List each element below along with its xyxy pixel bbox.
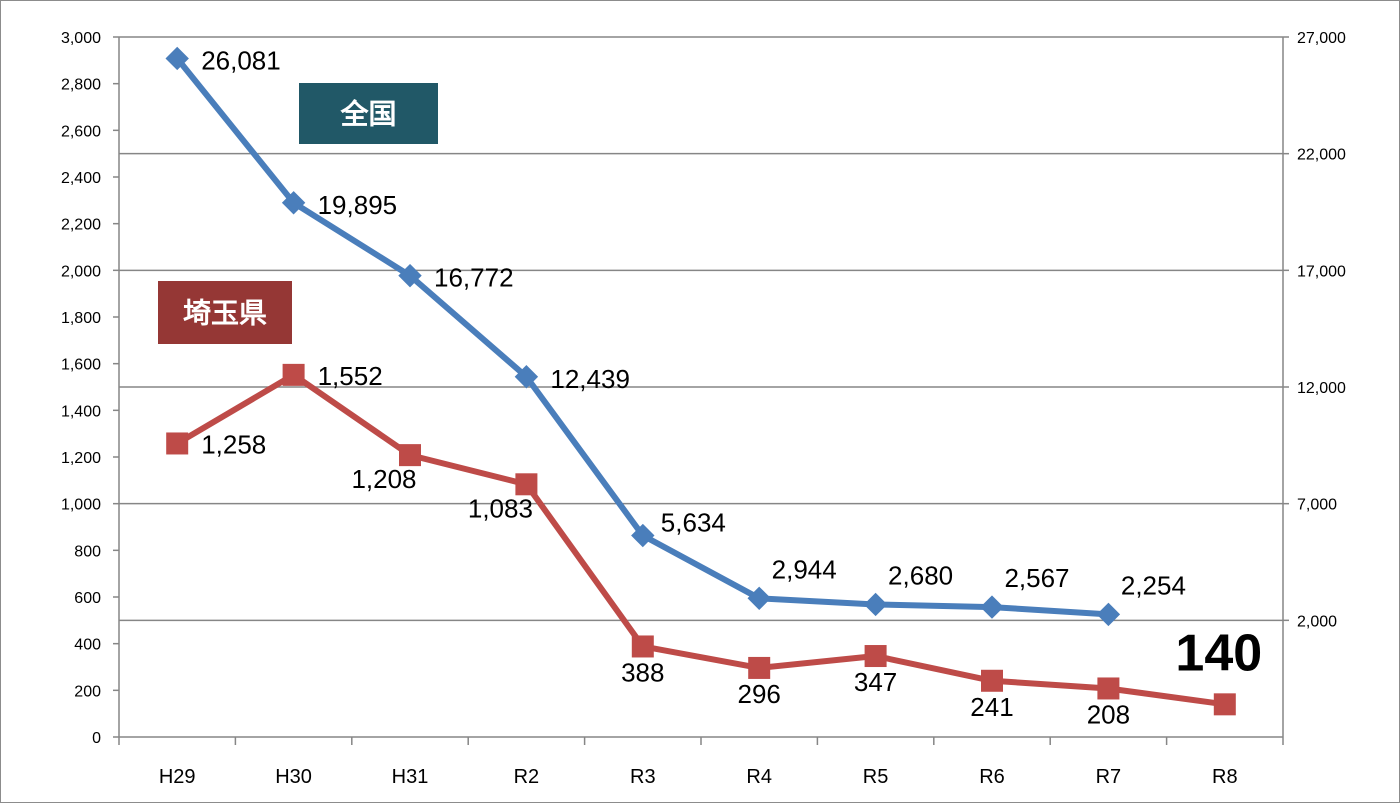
data-label-saitama-latest: 140 <box>1175 624 1262 682</box>
x-axis-tick-label: H29 <box>159 766 196 788</box>
right-axis-tick-label: 27,000 <box>1297 30 1346 47</box>
series-line-saitama <box>175 371 1226 708</box>
data-point-saitama <box>515 473 538 496</box>
x-axis-tick-label: R2 <box>514 766 540 788</box>
data-point-nationwide <box>514 365 539 389</box>
data-point-saitama <box>399 444 421 467</box>
x-axis-tick-label: R4 <box>746 766 772 788</box>
left-axis-tick-label: 2,600 <box>61 123 101 140</box>
left-axis-tick-label: 600 <box>74 590 101 607</box>
legend-label-nationwide: 全国 <box>339 98 396 131</box>
x-axis-tick-label: R7 <box>1096 766 1122 788</box>
x-axis-tick-label: H31 <box>392 766 429 788</box>
data-label-nationwide: 26,081 <box>201 45 281 75</box>
data-point-saitama <box>1097 677 1120 700</box>
right-axis-tick-label: 12,000 <box>1297 380 1346 397</box>
data-label-saitama: 347 <box>854 667 897 697</box>
data-label-saitama: 1,552 <box>318 361 383 391</box>
data-label-saitama: 241 <box>970 692 1013 722</box>
x-axis-tick-label: R8 <box>1212 766 1238 788</box>
left-axis-tick-label: 2,200 <box>61 217 101 234</box>
left-axis-tick-label: 400 <box>74 637 101 654</box>
data-label-nationwide: 2,254 <box>1121 570 1186 600</box>
data-label-saitama: 296 <box>738 679 781 709</box>
right-axis-tick-label: 17,000 <box>1297 263 1346 280</box>
x-axis-tick-label: H30 <box>275 766 312 788</box>
data-label-nationwide: 2,944 <box>772 554 837 584</box>
data-label-nationwide: 12,439 <box>550 364 630 394</box>
data-point-saitama <box>981 669 1003 692</box>
data-point-nationwide <box>631 523 655 548</box>
data-point-nationwide <box>281 191 306 215</box>
data-label-nationwide: 16,772 <box>434 263 514 293</box>
legend-label-saitama: 埼玉県 <box>183 297 267 330</box>
left-axis-tick-label: 3,000 <box>61 30 101 47</box>
data-point-saitama <box>282 363 305 386</box>
data-label-saitama: 1,258 <box>201 429 266 459</box>
x-axis-tick-label: R5 <box>863 766 889 788</box>
x-axis-tick-label: R6 <box>979 766 1005 788</box>
left-axis-tick-label: 0 <box>92 730 101 747</box>
legend-box-saitama <box>158 281 292 344</box>
left-axis-tick-label: 1,000 <box>61 497 101 514</box>
data-point-nationwide <box>747 586 771 611</box>
left-axis-tick-label: 1,200 <box>61 450 101 467</box>
right-axis-tick-label: 7,000 <box>1297 497 1337 514</box>
data-point-nationwide <box>165 46 189 71</box>
data-label-nationwide: 5,634 <box>661 508 726 538</box>
data-point-saitama <box>864 645 887 668</box>
left-axis-tick-label: 2,400 <box>61 170 101 187</box>
left-axis-tick-label: 1,400 <box>61 403 101 420</box>
data-label-saitama: 1,208 <box>351 464 416 494</box>
left-axis-tick-label: 1,600 <box>61 357 101 374</box>
left-axis-tick-label: 800 <box>74 543 101 560</box>
data-label-nationwide: 2,680 <box>888 560 953 590</box>
data-point-nationwide <box>863 592 888 617</box>
data-point-saitama <box>166 432 189 455</box>
data-label-saitama: 388 <box>621 657 664 687</box>
right-axis-tick-label: 22,000 <box>1297 147 1346 164</box>
data-point-nationwide <box>398 263 422 288</box>
data-label-saitama: 1,083 <box>468 493 533 523</box>
data-point-saitama <box>1213 693 1236 716</box>
data-label-nationwide: 19,895 <box>318 190 398 220</box>
legend-box-nationwide <box>299 83 438 144</box>
left-axis-tick-label: 2,000 <box>61 263 101 280</box>
left-axis-tick-label: 1,800 <box>61 310 101 327</box>
x-axis-tick-label: R3 <box>630 766 656 788</box>
data-point-nationwide <box>1096 602 1121 627</box>
data-label-saitama: 208 <box>1087 699 1130 729</box>
right-axis-tick-label: 2,000 <box>1297 613 1337 630</box>
data-label-nationwide: 2,567 <box>1004 563 1069 593</box>
data-point-saitama <box>748 656 771 679</box>
data-point-nationwide <box>980 595 1004 619</box>
left-axis-tick-label: 2,800 <box>61 77 101 94</box>
left-axis-tick-label: 200 <box>74 683 101 700</box>
data-point-saitama <box>631 635 654 658</box>
